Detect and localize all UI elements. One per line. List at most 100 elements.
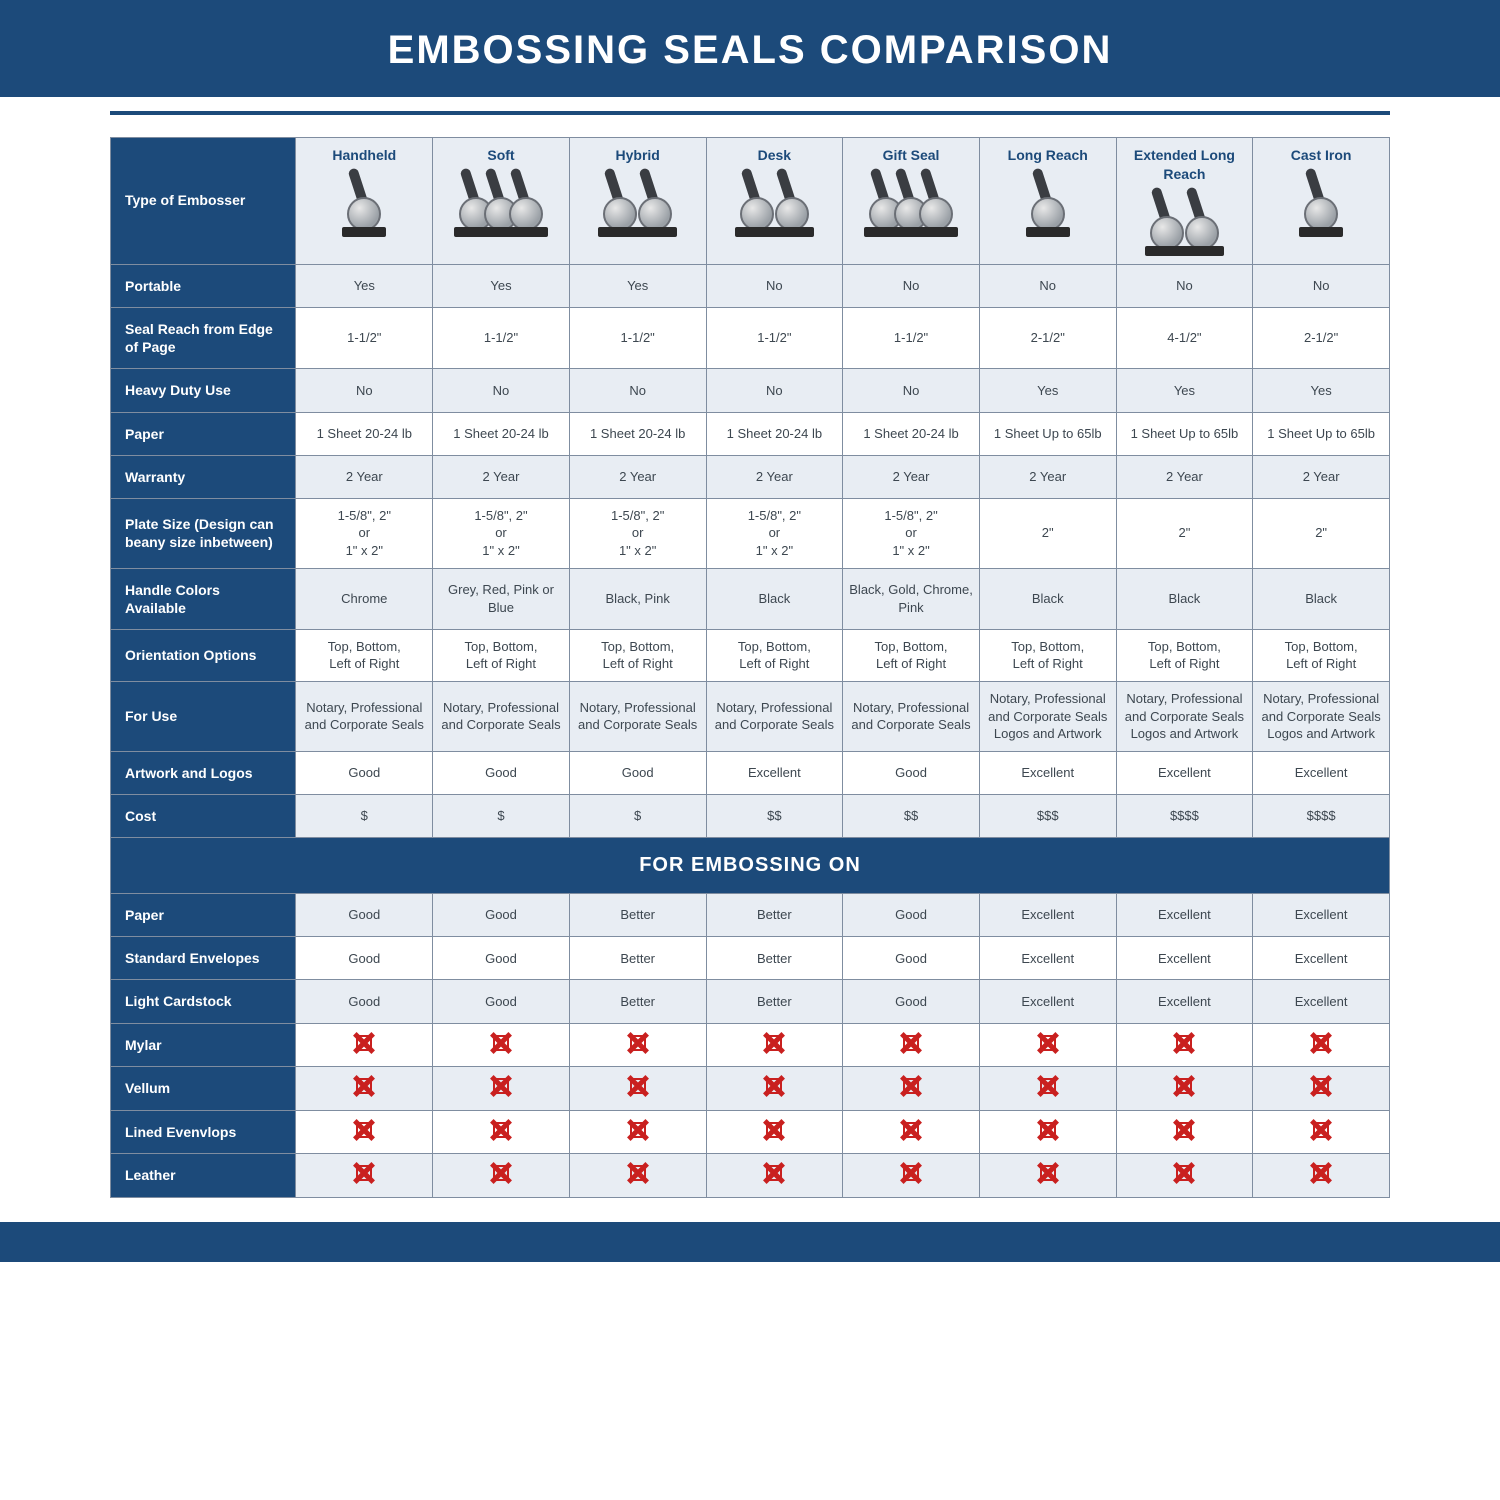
no-icon <box>353 1119 375 1141</box>
column-label: Cast Iron <box>1257 146 1385 165</box>
table-cell: Yes <box>1116 369 1253 412</box>
table-cell: Black <box>1253 568 1390 629</box>
table-cell: Top, Bottom,Left of Right <box>843 629 980 681</box>
table-cell <box>979 1110 1116 1154</box>
table-cell: Yes <box>979 369 1116 412</box>
row-header: Artwork and Logos <box>111 751 296 794</box>
table-row: Leather <box>111 1154 1390 1198</box>
table-row: Vellum <box>111 1067 1390 1111</box>
table-row: Orientation Options Top, Bottom,Left of R… <box>111 629 1390 681</box>
table-cell: 4-1/2" <box>1116 307 1253 368</box>
table-cell <box>433 1067 570 1111</box>
table-cell: Good <box>843 937 980 980</box>
no-icon <box>1310 1162 1332 1184</box>
table-cell: 1-5/8", 2"or1" x 2" <box>706 498 843 568</box>
table-cell: $ <box>569 794 706 837</box>
table-cell: No <box>843 264 980 307</box>
table-cell: Excellent <box>979 894 1116 937</box>
table-cell: $$$$ <box>1116 794 1253 837</box>
row-header: Handle Colors Available <box>111 568 296 629</box>
embosser-icon <box>300 169 428 241</box>
table-cell: Good <box>569 751 706 794</box>
table-cell: Excellent <box>1253 751 1390 794</box>
column-label: Long Reach <box>984 146 1112 165</box>
table-cell <box>569 1110 706 1154</box>
table-cell: No <box>1253 264 1390 307</box>
table-cell: Notary, Professional and Corporate Seals… <box>1116 682 1253 752</box>
table-cell <box>1116 1154 1253 1198</box>
column-label: Handheld <box>300 146 428 165</box>
table-cell: 2" <box>1116 498 1253 568</box>
table-cell: Excellent <box>1253 894 1390 937</box>
table-cell: Black <box>979 568 1116 629</box>
table-cell: Black <box>706 568 843 629</box>
no-icon <box>627 1162 649 1184</box>
no-icon <box>1310 1075 1332 1097</box>
table-cell: 1 Sheet 20-24 lb <box>296 412 433 455</box>
table-cell: No <box>706 369 843 412</box>
table-row: Handle Colors AvailableChromeGrey, Red, … <box>111 568 1390 629</box>
table-cell <box>843 1110 980 1154</box>
table-cell: Better <box>706 894 843 937</box>
page-title: EMBOSSING SEALS COMPARISON <box>0 0 1500 97</box>
row-header: Cost <box>111 794 296 837</box>
table-cell: Excellent <box>979 980 1116 1023</box>
table-row: Seal Reach from Edge of Page1-1/2"1-1/2"… <box>111 307 1390 368</box>
table-cell: Notary, Professional and Corporate Seals… <box>1253 682 1390 752</box>
table-cell: Yes <box>569 264 706 307</box>
comparison-table: Type of Embosser HandheldSoftHybridDeskG… <box>110 137 1390 1198</box>
table-cell <box>569 1023 706 1067</box>
table-cell: Yes <box>1253 369 1390 412</box>
no-icon <box>763 1032 785 1054</box>
no-icon <box>1173 1119 1195 1141</box>
table-cell: $$$$ <box>1253 794 1390 837</box>
embosser-icon <box>984 169 1112 241</box>
table-cell: Good <box>296 894 433 937</box>
column-header: Gift Seal <box>843 138 980 265</box>
no-icon <box>1173 1032 1195 1054</box>
embosser-icon <box>1257 169 1385 241</box>
table-cell: Good <box>296 751 433 794</box>
table-cell: Excellent <box>979 937 1116 980</box>
no-icon <box>763 1075 785 1097</box>
corner-cell: Type of Embosser <box>111 138 296 265</box>
table-cell <box>1116 1110 1253 1154</box>
table-cell: 1 Sheet 20-24 lb <box>569 412 706 455</box>
table-cell: Top, Bottom,Left of Right <box>433 629 570 681</box>
table-cell: Good <box>433 937 570 980</box>
table-cell: Yes <box>433 264 570 307</box>
table-cell: Grey, Red, Pink or Blue <box>433 568 570 629</box>
column-header: Extended Long Reach <box>1116 138 1253 265</box>
column-header: Long Reach <box>979 138 1116 265</box>
table-cell <box>706 1110 843 1154</box>
table-cell: Chrome <box>296 568 433 629</box>
embosser-icon <box>847 169 975 241</box>
table-cell: Good <box>296 937 433 980</box>
table-row: Artwork and LogosGoodGoodGoodExcellentGo… <box>111 751 1390 794</box>
table-cell: Excellent <box>1116 894 1253 937</box>
row-header: Light Cardstock <box>111 980 296 1023</box>
table-cell <box>1253 1154 1390 1198</box>
no-icon <box>1173 1075 1195 1097</box>
row-header: Warranty <box>111 455 296 498</box>
table-cell <box>1253 1023 1390 1067</box>
table-row: Lined Evenvlops <box>111 1110 1390 1154</box>
table-cell: 2 Year <box>296 455 433 498</box>
row-header: Orientation Options <box>111 629 296 681</box>
table-cell: Notary, Professional and Corporate Seals <box>843 682 980 752</box>
no-icon <box>900 1162 922 1184</box>
no-icon <box>900 1075 922 1097</box>
table-cell: 1 Sheet Up to 65lb <box>1253 412 1390 455</box>
row-header: Plate Size (Design can beany size inbetw… <box>111 498 296 568</box>
table-cell: Good <box>843 894 980 937</box>
table-cell: No <box>843 369 980 412</box>
row-header: Paper <box>111 412 296 455</box>
table-cell: 2 Year <box>1253 455 1390 498</box>
table-cell: 1-1/2" <box>433 307 570 368</box>
table-cell: No <box>433 369 570 412</box>
table-cell: Good <box>296 980 433 1023</box>
section-row: FOR EMBOSSING ON <box>111 838 1390 894</box>
table-row: Plate Size (Design can beany size inbetw… <box>111 498 1390 568</box>
table-cell: Excellent <box>1253 937 1390 980</box>
table-cell: Notary, Professional and Corporate Seals <box>296 682 433 752</box>
